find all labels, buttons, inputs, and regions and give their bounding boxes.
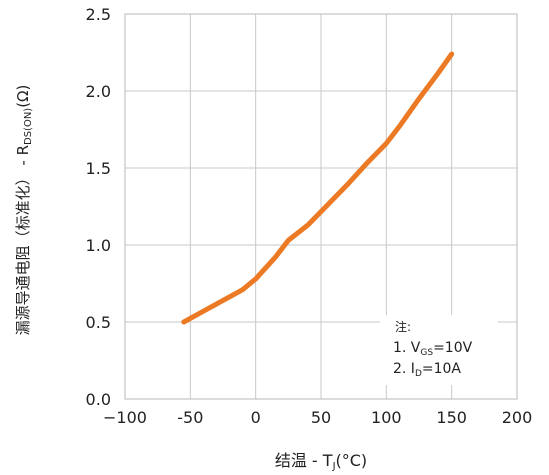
y-tick-labels: 0.0 0.5 1.0 1.5 2.0 2.5 — [86, 5, 111, 409]
y-tick-label: 1.5 — [86, 159, 111, 178]
y-tick-label: 0.5 — [86, 313, 111, 332]
annotation-title: 注: — [395, 319, 411, 334]
x-tick-labels: −100 -50 0 50 100 150 200 — [103, 408, 532, 427]
x-tick-label: −100 — [103, 408, 147, 427]
y-tick-label: 1.0 — [86, 236, 111, 255]
x-tick-label: -50 — [177, 408, 203, 427]
y-tick-label: 2.0 — [86, 82, 111, 101]
y-tick-label: 2.5 — [86, 5, 111, 24]
y-axis-label: 漏源导通电阻（标准化） - RDS(ON)(Ω) — [14, 85, 34, 336]
y-tick-label: 0.0 — [86, 390, 111, 409]
series-layer — [181, 51, 455, 325]
series-line — [181, 51, 455, 325]
x-tick-label: 50 — [311, 408, 331, 427]
x-tick-label: 0 — [251, 408, 261, 427]
annotation-line-1: 1. VGS=10V — [393, 340, 473, 358]
x-tick-label: 150 — [436, 408, 467, 427]
x-tick-label: 100 — [371, 408, 402, 427]
x-axis-label: 结温 - TJ(°C) — [275, 451, 367, 472]
annotation-line-2: 2. ID=10A — [393, 361, 461, 379]
plot-frame — [124, 13, 518, 400]
annotation-box-bg — [380, 315, 498, 385]
x-tick-label: 200 — [502, 408, 533, 427]
